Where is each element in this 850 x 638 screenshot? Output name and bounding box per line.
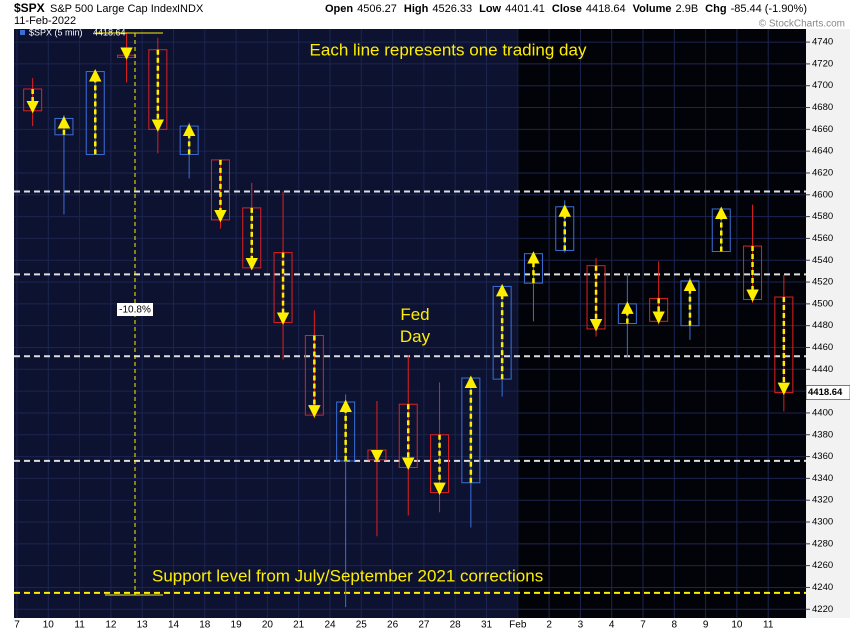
- last-price: 4418.64: [808, 387, 843, 398]
- x-tick-label: 3: [578, 620, 584, 631]
- y-tick-label: 4680: [812, 102, 833, 113]
- stat-value: 4506.27: [357, 3, 397, 15]
- exchange: INDX: [177, 3, 204, 15]
- x-tick-label: 21: [293, 620, 305, 631]
- annotation-top: Each line represents one trading day: [310, 40, 587, 59]
- x-tick-label: 8: [672, 620, 678, 631]
- x-tick-label: 11: [763, 620, 774, 631]
- y-tick-label: 4460: [812, 342, 833, 353]
- x-tick-label: 25: [356, 620, 368, 631]
- stat-label: High: [404, 3, 429, 15]
- y-tick-label: 4240: [812, 582, 833, 593]
- x-tick-label: 20: [262, 620, 274, 631]
- copyright: © StockCharts.com: [759, 19, 845, 30]
- title: S&P 500 Large Cap Index: [50, 3, 178, 15]
- stat-label: Low: [479, 3, 501, 15]
- overlay: -10.8% Each line represents one trading …: [95, 32, 587, 596]
- date: 11-Feb-2022: [14, 15, 76, 27]
- y-tick-label: 4340: [812, 473, 833, 484]
- x-tick-label: 31: [481, 620, 493, 631]
- y-tick-label: 4300: [812, 517, 833, 528]
- y-tick-label: 4720: [812, 58, 833, 69]
- y-tick-label: 4640: [812, 146, 833, 157]
- x-tick-label: 27: [418, 620, 430, 631]
- stat-label: Open: [325, 3, 353, 15]
- stats: Open 4506.27 High 4526.33 Low 4401.41 Close 441…: [325, 3, 807, 15]
- last-price-box: [805, 385, 850, 400]
- y-tick-label: 4500: [812, 298, 833, 309]
- drawdown-box: [117, 303, 153, 316]
- x-tick-label: 19: [231, 620, 243, 631]
- x-tick-label: 7: [14, 620, 20, 631]
- x-tick-label: 10: [731, 620, 743, 631]
- y-axis-panel: [806, 29, 850, 618]
- x-tick-label: 11: [74, 620, 85, 631]
- y-tick-label: 4620: [812, 167, 833, 178]
- x-tick-label: 12: [105, 620, 117, 631]
- x-tick-label: 24: [324, 620, 336, 631]
- legend-swatch: [20, 30, 25, 35]
- header: $SPX S&P 500 Large Cap Index INDX 11-Feb…: [14, 1, 845, 37]
- x-tick-label: 13: [137, 620, 149, 631]
- y-tick-label: 4320: [812, 495, 833, 506]
- y-tick-label: 4700: [812, 80, 833, 91]
- y-tick-label: 4260: [812, 560, 833, 571]
- stat-value: 4526.33: [432, 3, 472, 15]
- drawdown-label: -10.8%: [119, 305, 151, 316]
- x-tick-label: 10: [43, 620, 55, 631]
- y-tick-label: 4600: [812, 189, 833, 200]
- x-tick-label: 9: [703, 620, 709, 631]
- y-tick-label: 4220: [812, 604, 833, 615]
- x-tick-label: 14: [168, 620, 180, 631]
- grid: [14, 29, 806, 618]
- stat-value: 2.9B: [676, 3, 699, 15]
- stat-value: 4401.41: [505, 3, 545, 15]
- x-tick-label: 4: [609, 620, 615, 631]
- y-tick-label: 4660: [812, 124, 833, 135]
- x-tick-label: 26: [387, 620, 399, 631]
- y-tick-label: 4580: [812, 211, 833, 222]
- legend-value: 4418.64: [93, 27, 126, 37]
- plot-area: [14, 29, 517, 618]
- stat-label: Close: [552, 3, 582, 15]
- y-tick-label: 4400: [812, 407, 833, 418]
- y-tick-label: 4380: [812, 429, 833, 440]
- y-tick-label: 4480: [812, 320, 833, 331]
- y-tick-label: 4520: [812, 277, 833, 288]
- x-tick-label: 28: [450, 620, 462, 631]
- stat-label: Volume: [633, 3, 672, 15]
- y-tick-label: 4440: [812, 364, 833, 375]
- legend: $SPX (5 min): [29, 27, 83, 37]
- annotation-fed: Fed Day: [400, 305, 431, 346]
- annotation-support: Support level from July/September 2021 c…: [152, 566, 543, 585]
- y-tick-label: 4560: [812, 233, 833, 244]
- y-tick-label: 4740: [812, 37, 833, 48]
- x-tick-label: 7: [640, 620, 646, 631]
- y-tick-label: 4360: [812, 451, 833, 462]
- stat-value: 4418.64: [586, 3, 626, 15]
- symbol: $SPX: [14, 1, 45, 15]
- plot-area-shaded: [517, 29, 806, 618]
- y-tick-label: 4540: [812, 255, 833, 266]
- stat-label: Chg: [705, 3, 726, 15]
- marks: [23, 32, 794, 608]
- x-tick-label: 2: [546, 620, 552, 631]
- y-tick-label: 4280: [812, 538, 833, 549]
- x-tick-label: 18: [199, 620, 211, 631]
- x-tick-label: Feb: [509, 620, 527, 631]
- stat-value: -85.44 (-1.90%): [731, 3, 807, 15]
